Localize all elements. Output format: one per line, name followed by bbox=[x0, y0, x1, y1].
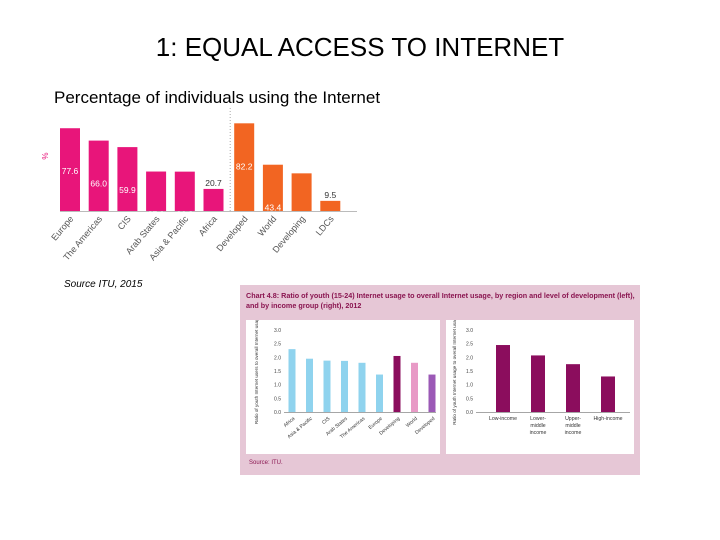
y-tick-label: 1.0 bbox=[274, 383, 281, 389]
y-tick-label: 2.0 bbox=[274, 355, 281, 361]
y-tick-label: 2.0 bbox=[466, 355, 473, 361]
data-label: 35.3 bbox=[293, 211, 310, 221]
bar bbox=[60, 128, 80, 211]
bar bbox=[146, 171, 167, 211]
y-axis-label: Ratio of youth Internet users to overall… bbox=[254, 320, 259, 424]
bar bbox=[428, 374, 436, 412]
bar bbox=[358, 362, 366, 412]
bar bbox=[88, 140, 109, 211]
y-tick-label: 0.5 bbox=[274, 396, 281, 402]
y-tick-label: 0.0 bbox=[274, 410, 281, 416]
bar bbox=[262, 164, 283, 211]
data-label: 20.7 bbox=[205, 178, 222, 188]
bar bbox=[411, 362, 418, 412]
bar bbox=[306, 358, 313, 412]
y-tick-label: 3.0 bbox=[466, 328, 473, 334]
y-tick-label: 0.5 bbox=[466, 396, 473, 402]
data-label: 59.9 bbox=[119, 185, 136, 195]
y-tick-label: 1.0 bbox=[466, 383, 473, 389]
bar bbox=[320, 200, 341, 211]
source-note: Source ITU, 2015 bbox=[64, 279, 143, 290]
bar bbox=[203, 188, 224, 211]
y-tick-label: 1.5 bbox=[274, 369, 281, 375]
y-tick-label: 2.5 bbox=[466, 342, 473, 348]
x-tick-label: middle bbox=[530, 423, 545, 429]
bar bbox=[341, 360, 348, 412]
y-tick-label: 1.5 bbox=[466, 369, 473, 375]
youth-ratio-income-chart: 0.0 0.5 1.0 1.5 2.0 2.5 3.0 Ratio of youth Inte… bbox=[446, 320, 634, 454]
x-tick-label: Lower- bbox=[530, 416, 546, 422]
data-label: 9.5 bbox=[324, 190, 336, 200]
bar bbox=[376, 374, 383, 412]
x-tick-label: middle bbox=[565, 423, 580, 429]
slide-title: 1: EQUAL ACCESS TO INTERNET bbox=[155, 32, 565, 62]
slide-subtitle: Percentage of individuals using the Inte… bbox=[54, 88, 381, 107]
x-tick-label: Upper- bbox=[565, 416, 581, 422]
bar bbox=[601, 376, 615, 412]
data-label: 82.2 bbox=[236, 161, 253, 171]
youth-ratio-region-chart: 0.0 0.5 1.0 1.5 2.0 2.5 3.0 Ratio of youth Inte… bbox=[246, 320, 440, 454]
y-tick-label: 0.0 bbox=[466, 410, 473, 416]
bar bbox=[393, 355, 401, 412]
inset-chart-title: Chart 4.8: Ratio of youth (15-24) Intern… bbox=[246, 291, 635, 311]
y-axis-label: % bbox=[42, 152, 50, 159]
y-tick-label: 2.5 bbox=[274, 342, 281, 348]
data-label: 36.9 bbox=[177, 210, 194, 220]
data-label: 66.0 bbox=[90, 179, 107, 189]
bar bbox=[496, 345, 510, 412]
bar bbox=[323, 360, 331, 412]
bar bbox=[566, 364, 580, 412]
bar bbox=[288, 349, 296, 412]
x-tick-label: CIS bbox=[321, 416, 332, 426]
data-label: 37.0 bbox=[148, 210, 165, 220]
bar bbox=[174, 171, 195, 211]
bar bbox=[291, 173, 312, 211]
data-label: 77.6 bbox=[62, 166, 79, 176]
bar bbox=[531, 355, 545, 412]
inset-source-note: Source: ITU. bbox=[249, 460, 283, 466]
bar bbox=[234, 123, 255, 211]
y-tick-label: 3.0 bbox=[274, 328, 281, 334]
x-tick-label: High-income bbox=[593, 416, 622, 422]
bar bbox=[117, 147, 138, 211]
x-tick-label: income bbox=[565, 430, 582, 436]
x-tick-label: Low-income bbox=[489, 416, 517, 422]
data-label: 43.4 bbox=[265, 203, 282, 213]
y-axis-label: Ratio of youth Internet usage to overall… bbox=[452, 320, 457, 425]
x-tick-label: income bbox=[530, 430, 547, 436]
